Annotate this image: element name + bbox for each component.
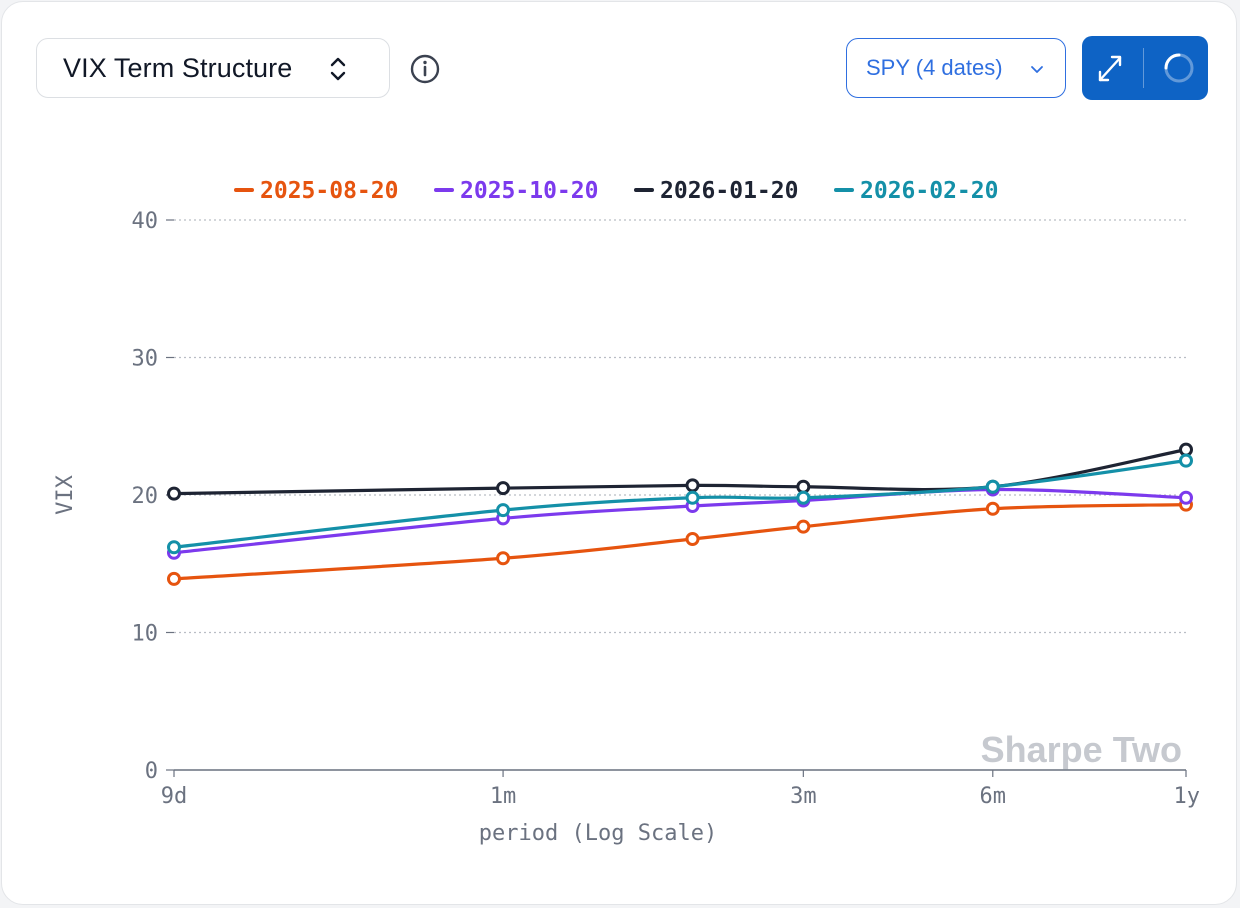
- legend-item[interactable]: 2025-08-20: [234, 178, 398, 204]
- data-point[interactable]: [1179, 453, 1193, 468]
- series-line: [173, 487, 1187, 555]
- data-point[interactable]: [796, 490, 811, 505]
- data-point[interactable]: [496, 503, 511, 518]
- legend-label: 2026-01-20: [660, 178, 798, 204]
- series-line: [173, 448, 1187, 496]
- data-point[interactable]: [796, 479, 811, 494]
- series-2025-08-20: [167, 497, 1193, 586]
- data-point[interactable]: [685, 532, 700, 546]
- data-point[interactable]: [1179, 490, 1193, 505]
- data-point[interactable]: [985, 479, 1000, 494]
- series-line: [173, 503, 1187, 581]
- x-axis-ticks: 9d 1m 3m 6m 1y: [161, 770, 1200, 809]
- legend-item[interactable]: 2025-10-20: [434, 178, 598, 204]
- dataset-dropdown-label: SPY (4 dates): [866, 55, 1003, 80]
- up-down-chevron-icon: [330, 57, 346, 81]
- data-point[interactable]: [167, 486, 181, 501]
- series-2026-02-20: [167, 453, 1193, 555]
- x-tick-label: 3m: [790, 784, 817, 809]
- y-tick-label: 10: [132, 622, 159, 647]
- chevron-down-icon: [1031, 66, 1043, 73]
- y-tick-label: 30: [132, 347, 159, 372]
- y-axis-ticks: 0 10 20 30 40: [132, 209, 174, 784]
- data-point[interactable]: [1179, 442, 1193, 457]
- chart-type-label: VIX Term Structure: [63, 52, 293, 83]
- x-tick-label: 6m: [980, 784, 1007, 809]
- x-tick-label: 1y: [1174, 784, 1201, 809]
- legend-item[interactable]: 2026-02-20: [834, 178, 998, 204]
- y-tick-label: 20: [132, 484, 159, 509]
- legend-label: 2026-02-20: [860, 178, 998, 204]
- legend-item[interactable]: 2026-01-20: [634, 178, 798, 204]
- dataset-dropdown[interactable]: SPY (4 dates): [846, 38, 1066, 98]
- spinner-icon: [1164, 53, 1194, 83]
- data-point[interactable]: [685, 490, 700, 505]
- x-axis-label: period (Log Scale): [479, 821, 717, 846]
- info-icon[interactable]: [408, 52, 442, 86]
- expand-button[interactable]: [1082, 36, 1143, 100]
- expand-arrows-icon: [1098, 55, 1122, 82]
- data-point[interactable]: [167, 540, 181, 555]
- data-point[interactable]: [167, 571, 181, 586]
- data-point[interactable]: [685, 478, 700, 493]
- x-tick-label: 9d: [161, 784, 188, 809]
- chart-action-buttons: [1082, 36, 1208, 100]
- reload-button[interactable]: [1144, 36, 1208, 100]
- watermark: Sharpe Two: [981, 729, 1182, 770]
- legend-label: 2025-08-20: [260, 178, 398, 204]
- x-tick-label: 1m: [490, 784, 517, 809]
- button-divider: [1143, 48, 1144, 88]
- y-axis-label: VIX: [53, 474, 78, 514]
- series-lines: [167, 442, 1193, 586]
- y-tick-label: 40: [132, 209, 159, 234]
- data-point[interactable]: [796, 519, 811, 534]
- data-point[interactable]: [496, 551, 511, 566]
- legend: 2025-08-20 2025-10-20 2026-01-20 2026-02-20: [234, 178, 998, 204]
- data-point[interactable]: [985, 501, 1000, 516]
- series-line: [173, 459, 1187, 549]
- grid-lines: [174, 219, 1186, 634]
- y-tick-label: 0: [145, 759, 158, 784]
- chart-type-selector[interactable]: VIX Term Structure: [36, 38, 390, 98]
- data-point[interactable]: [496, 481, 511, 496]
- legend-label: 2025-10-20: [460, 178, 598, 204]
